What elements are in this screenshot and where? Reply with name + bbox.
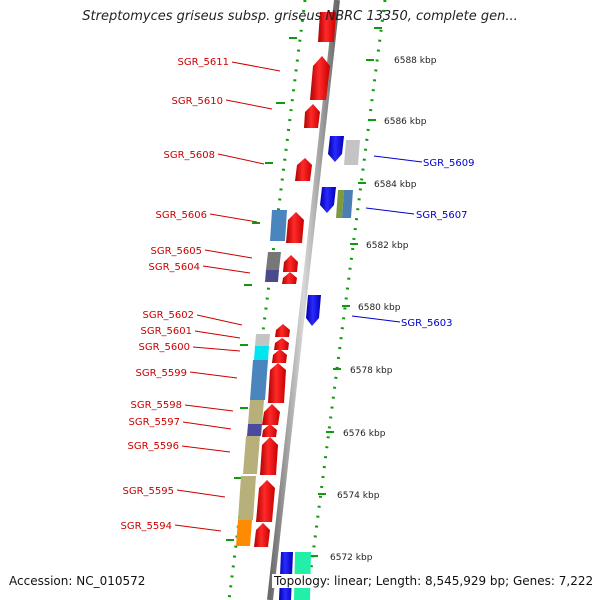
gene-arrow [275,324,290,337]
gene-arrow [320,187,336,213]
gene-label[interactable]: SGR_5605 [151,246,203,257]
gene-arrow [318,12,336,42]
scale-label: 6582 kbp [366,241,409,251]
gene-label[interactable]: SGR_5610 [172,96,224,107]
gene-label[interactable]: SGR_5611 [178,57,230,68]
map-title: Streptomyces griseus subsp. griseus NBRC… [82,9,518,24]
gene-arrow [328,136,344,162]
gene-label[interactable]: SGR_5595 [123,486,175,497]
gene-arrow [282,272,297,284]
gene-arrow [272,349,287,363]
gene-label[interactable]: SGR_5607 [416,210,468,221]
reverse-gene-labels: SGR_5611 SGR_5610 SGR_5608 SGR_5606 SGR_… [121,57,230,532]
gene-label[interactable]: SGR_5599 [136,368,188,379]
gene-arrow [286,212,304,243]
gene-arrow [304,104,320,128]
gene-arrow [274,338,289,350]
reverse-strand-genes [254,12,336,547]
gene-label[interactable]: SGR_5594 [121,521,173,532]
scale-label: 6574 kbp [337,491,380,501]
left-tick-marks [226,37,297,541]
gene-arrow [262,404,280,425]
gene-label[interactable]: SGR_5601 [141,326,193,337]
gene-arrow [268,363,286,403]
topology-summary: Topology: linear; Length: 8,545,929 bp; … [272,574,594,588]
gene-label[interactable]: SGR_5604 [149,262,201,273]
gene-label[interactable]: SGR_5596 [128,441,180,452]
scale-label: 6584 kbp [374,180,417,190]
scale-label: 6580 kbp [358,303,401,313]
gene-label[interactable]: SGR_5598 [131,400,183,411]
scale-label: 6578 kbp [350,366,393,376]
scale-label: 6588 kbp [394,56,437,66]
gene-arrow [306,295,321,326]
scale-label: 6576 kbp [343,429,386,439]
scale-label: 6572 kbp [330,553,373,563]
gene-label[interactable]: SGR_5609 [423,158,475,169]
gene-arrow [295,158,312,181]
gene-arrow [283,255,298,272]
accession-text: Accession: NC_010572 [9,574,146,588]
right-tick-marks [310,27,382,557]
gene-label[interactable]: SGR_5608 [164,150,216,161]
forward-leader-lines [351,155,423,323]
reverse-leader-lines [174,61,281,532]
gene-label[interactable]: SGR_5602 [143,310,195,321]
forward-gene-labels: SGR_5609 SGR_5607 SGR_5603 [401,158,475,329]
colored-gene-boxes [236,140,360,600]
gene-label[interactable]: SGR_5597 [129,417,181,428]
gene-arrow [262,424,277,437]
gene-arrow [256,480,275,522]
gene-label[interactable]: SGR_5600 [139,342,191,353]
scale-labels: 6588 kbp 6586 kbp 6584 kbp 6582 kbp 6580… [330,56,437,563]
gene-arrow [254,523,270,547]
left-dotted-ruler [227,0,307,600]
gene-arrow [260,437,278,475]
gene-label[interactable]: SGR_5606 [156,210,208,221]
gene-arrow [310,56,330,100]
gene-label[interactable]: SGR_5603 [401,318,453,329]
scale-label: 6586 kbp [384,117,427,127]
right-dotted-ruler [305,0,387,600]
